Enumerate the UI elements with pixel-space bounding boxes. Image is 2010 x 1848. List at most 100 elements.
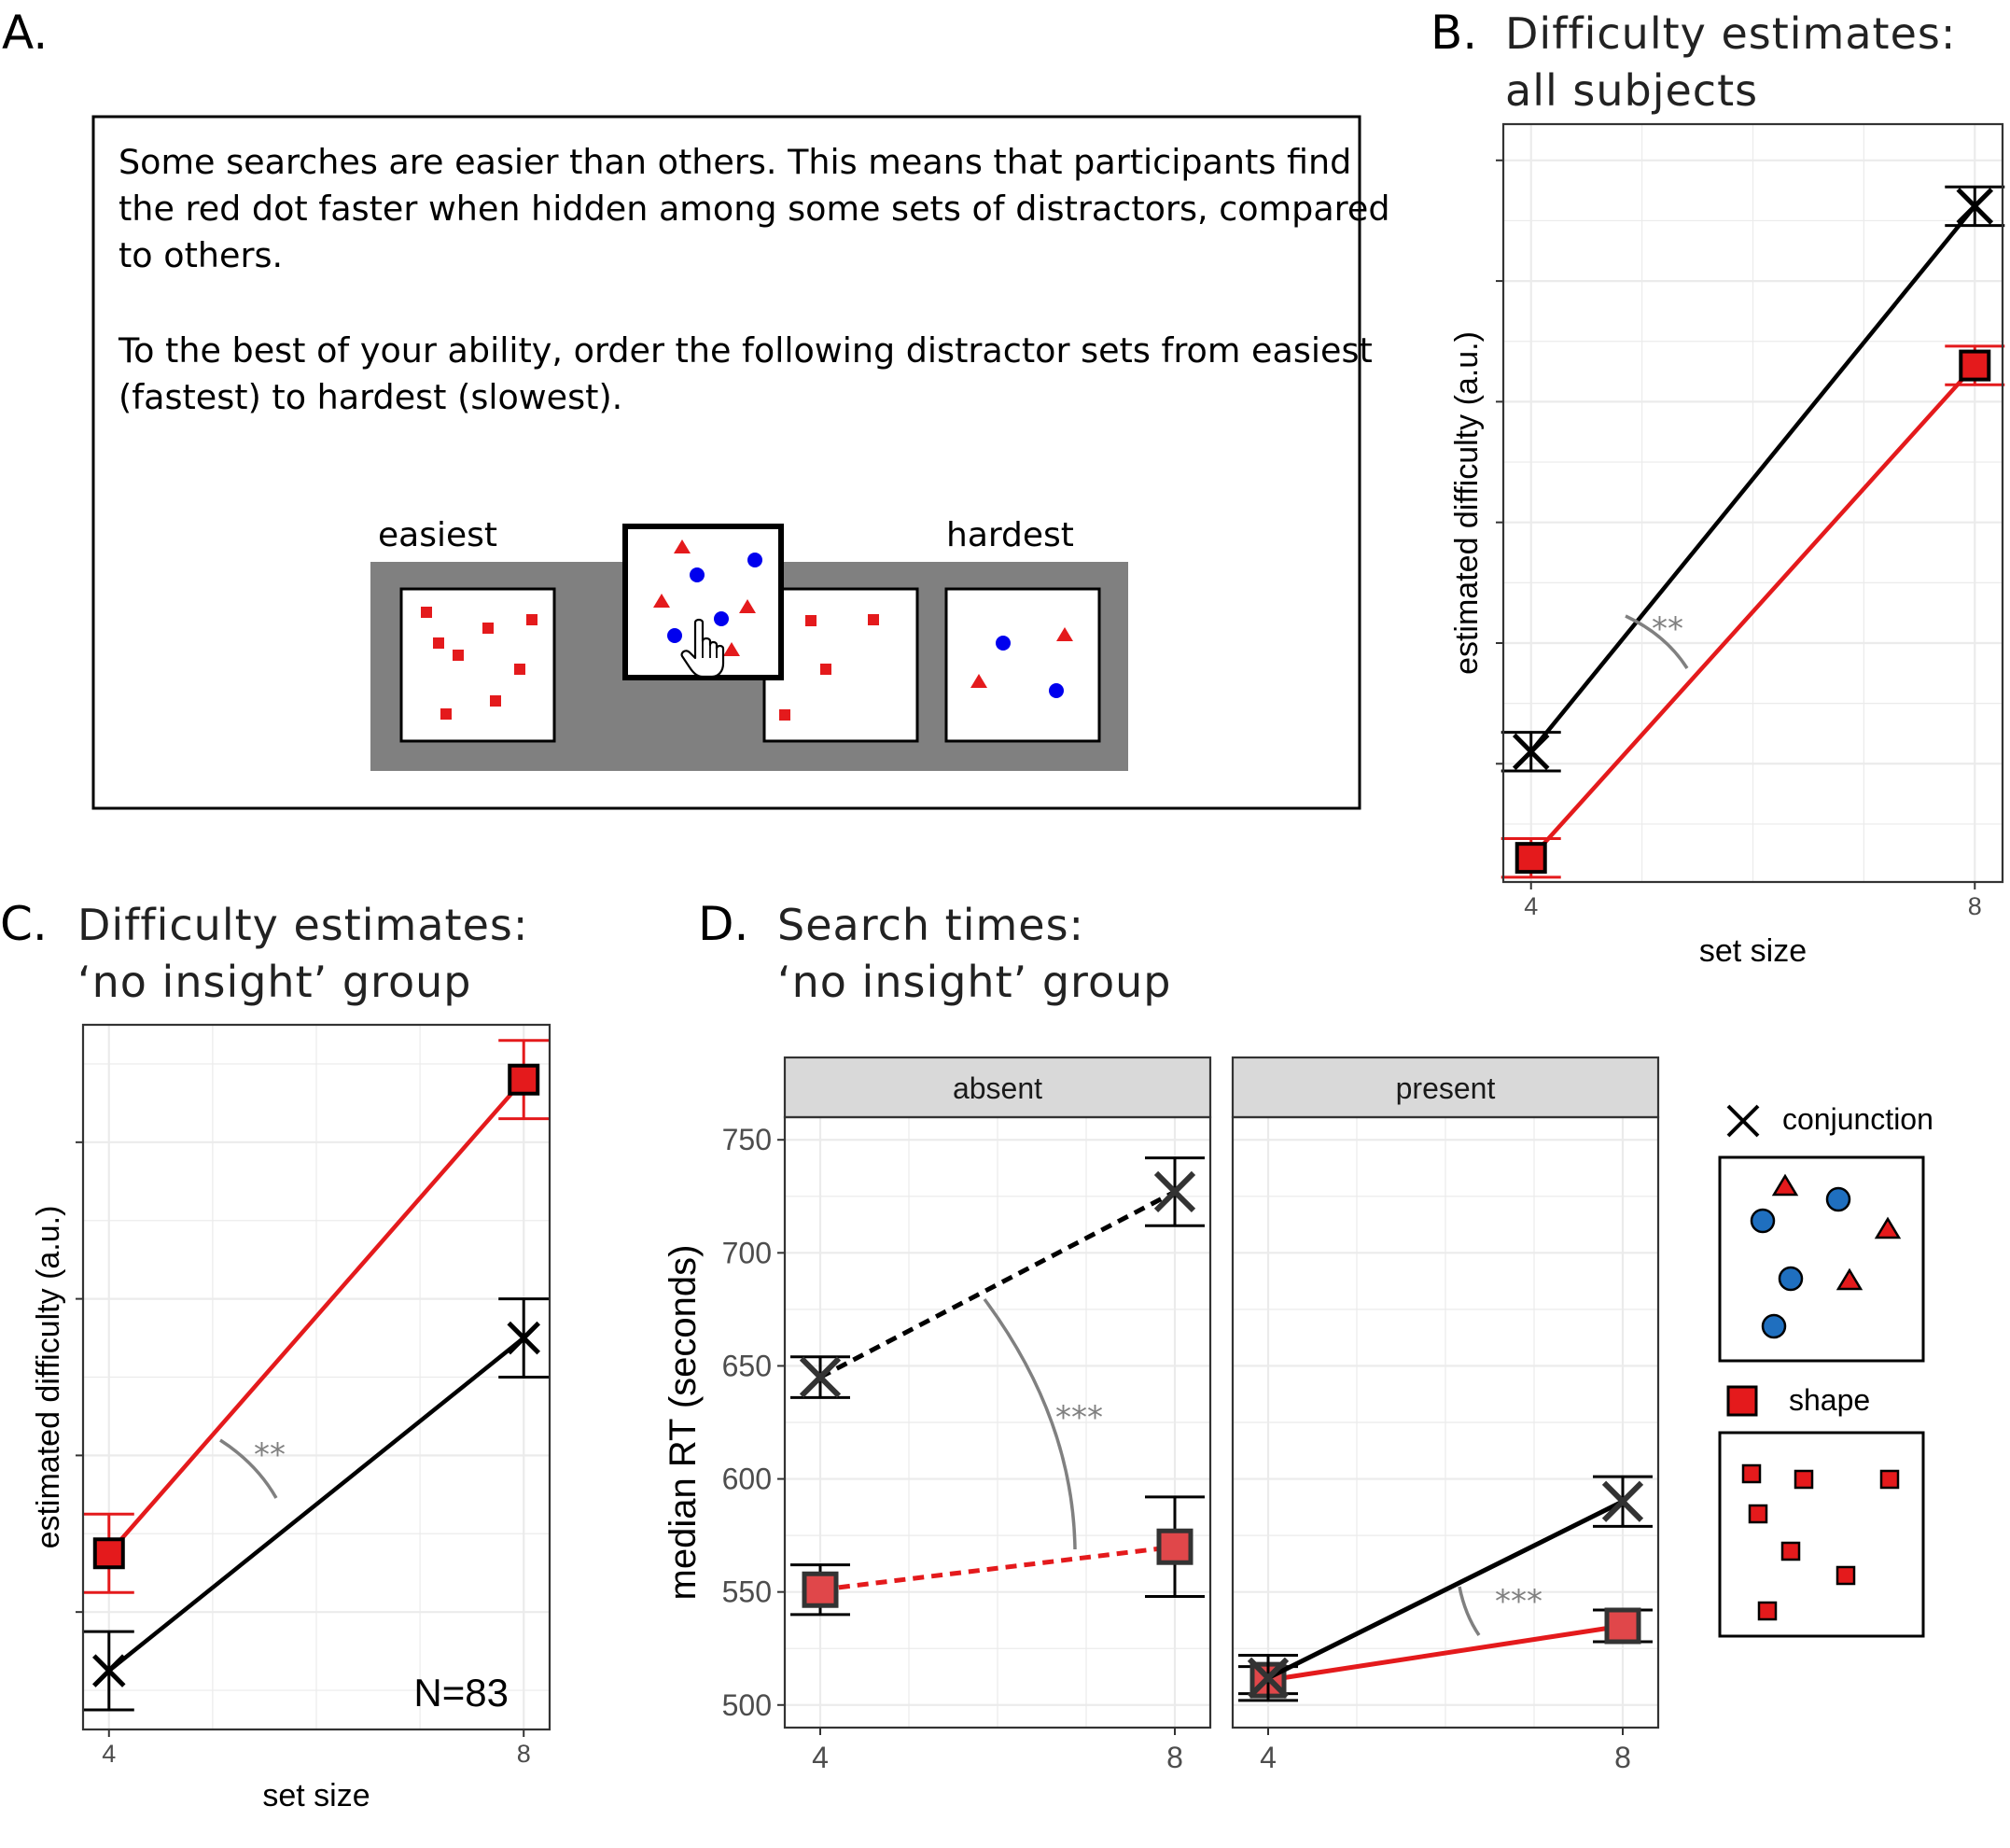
shape-point [1604, 1607, 1641, 1645]
ranking-card-4[interactable] [944, 587, 1101, 743]
significance-arc [1458, 1586, 1481, 1636]
conjunction-line [107, 1336, 525, 1673]
hardest-label: hardest [946, 516, 1074, 554]
shape-point [92, 1537, 125, 1570]
conjunction-point [1956, 188, 1994, 225]
shape-line [1267, 1623, 1624, 1683]
conjunction-point-stroke [799, 1356, 842, 1398]
conjunction-point [507, 1321, 540, 1355]
significance-arc [983, 1297, 1077, 1550]
y-tick-label: 650 [722, 1349, 772, 1382]
panel-b-title-line-1: Difficulty estimates: [1505, 8, 1956, 59]
y-tick-label: 750 [722, 1123, 772, 1156]
chart-b: 4 8 set size estimated difficulty (a.u.) ** [1449, 122, 2005, 969]
conjunction-point-stroke [1247, 1657, 1290, 1699]
panel-c: C. Difficulty estimates: ‘no insight’ gr… [0, 897, 551, 1813]
facet-strip-label: absent [953, 1071, 1042, 1105]
legend: conjunction shape [1718, 1102, 1933, 1638]
shape-point [1514, 842, 1547, 875]
significance-label: ** [1652, 610, 1683, 648]
conjunction-point [92, 1654, 126, 1687]
x-axis-title: set size [1699, 933, 1807, 969]
conjunction-point-stroke [92, 1654, 126, 1687]
x-tick-label: 8 [1166, 1741, 1183, 1774]
x-tick-label: 4 [1524, 892, 1538, 920]
facet-present: present 4 8 *** [1231, 1056, 1660, 1774]
y-tick-label: 700 [722, 1236, 772, 1269]
shape-point [802, 1571, 839, 1608]
x-tick-label: 8 [1968, 892, 1982, 920]
panel-c-label: C. [0, 897, 48, 951]
facet-strip [783, 1056, 1212, 1119]
significance-label: ** [254, 1436, 286, 1474]
conjunction-point-stroke [1153, 1170, 1196, 1213]
panel-d-title-line-1: Search times: [777, 900, 1084, 950]
facet-absent: absent 4 8 500 550 600 650 700 750 median RT (sec… [663, 1056, 1212, 1774]
x-tick-label: 4 [812, 1741, 829, 1774]
panel-c-title-line-2: ‘no insight’ group [77, 957, 471, 1007]
conjunction-point-stroke [1956, 188, 1994, 225]
panel-b-label: B. [1431, 6, 1477, 60]
shape-line [107, 1078, 525, 1555]
legend-conjunction-example [1718, 1155, 1925, 1363]
conjunction-point [1601, 1480, 1644, 1522]
x-tick-label: 4 [102, 1740, 116, 1768]
shape-line [819, 1544, 1176, 1592]
conjunction-point [1512, 733, 1550, 771]
panel-c-title-line-1: Difficulty estimates: [77, 900, 528, 950]
instruction-line-4: To the best of your ability, order the f… [118, 330, 1373, 371]
significance-label: *** [1495, 1583, 1542, 1620]
significance-label: *** [1055, 1399, 1103, 1436]
panel-a: A. Some searches are easier than others.… [2, 6, 1390, 810]
y-axis-title: estimated difficulty (a.u.) [31, 1206, 66, 1549]
facet-strip-label: present [1396, 1071, 1496, 1105]
ranking-card-dragged[interactable] [622, 524, 784, 680]
plot-border [783, 1115, 1212, 1729]
hand-cursor-icon [680, 618, 725, 679]
legend-shape-label: shape [1789, 1383, 1870, 1417]
x-tick-label: 8 [1614, 1741, 1631, 1774]
significance-arc [1625, 614, 1689, 669]
panel-d-label: D. [698, 897, 748, 951]
y-tick-label: 550 [722, 1575, 772, 1609]
panel-b: B. Difficulty estimates: all subjects 4 8… [1431, 6, 2005, 969]
legend-conjunction-label: conjunction [1782, 1102, 1933, 1136]
conjunction-point-stroke [1601, 1480, 1644, 1522]
conjunction-line [1266, 1499, 1625, 1680]
ranking-card-1[interactable] [399, 587, 556, 743]
instruction-line-1: Some searches are easier than others. Th… [119, 142, 1351, 182]
instruction-line-5: (fastest) to hardest (slowest). [119, 377, 622, 417]
conjunction-point [799, 1356, 842, 1398]
chart-d: absent 4 8 500 550 600 650 700 750 median RT (sec… [663, 1056, 1660, 1774]
plot-border [1501, 122, 2004, 884]
panel-a-label: A. [2, 6, 48, 60]
sample-size-label: N=83 [413, 1671, 509, 1715]
instruction-line-2: the red dot faster when hidden among som… [119, 189, 1390, 229]
chart-c: 4 8 set size estimated difficulty (a.u.) ** N… [31, 1023, 551, 1813]
ranking-card-3[interactable] [762, 587, 919, 743]
easiest-label: easiest [378, 516, 497, 554]
panel-d: D. Search times: ‘no insight’ group abse… [663, 897, 1660, 1774]
legend-conjunction-icon [1726, 1104, 1760, 1138]
plot-border [81, 1023, 551, 1731]
conjunction-line [818, 1189, 1177, 1379]
panel-d-title-line-2: ‘no insight’ group [777, 957, 1171, 1007]
conjunction-point [1247, 1657, 1290, 1699]
shape-line [1529, 364, 1976, 860]
conjunction-point [1153, 1170, 1196, 1213]
shape-point [1156, 1528, 1193, 1565]
instruction-line-3: to others. [119, 235, 283, 275]
conjunction-point-stroke [507, 1321, 540, 1355]
facet-strip [1231, 1056, 1660, 1119]
panel-b-title-line-2: all subjects [1505, 65, 1758, 116]
x-tick-label: 4 [1260, 1741, 1277, 1774]
legend-shape-icon [1726, 1385, 1758, 1417]
y-axis-title: median RT (seconds) [663, 1245, 704, 1601]
legend-shape-example [1718, 1431, 1925, 1638]
x-axis-title: set size [262, 1778, 370, 1813]
significance-arc [219, 1438, 278, 1499]
conjunction-line [1528, 204, 1977, 753]
x-tick-label: 8 [517, 1740, 531, 1768]
conjunction-point-stroke [1512, 733, 1550, 771]
